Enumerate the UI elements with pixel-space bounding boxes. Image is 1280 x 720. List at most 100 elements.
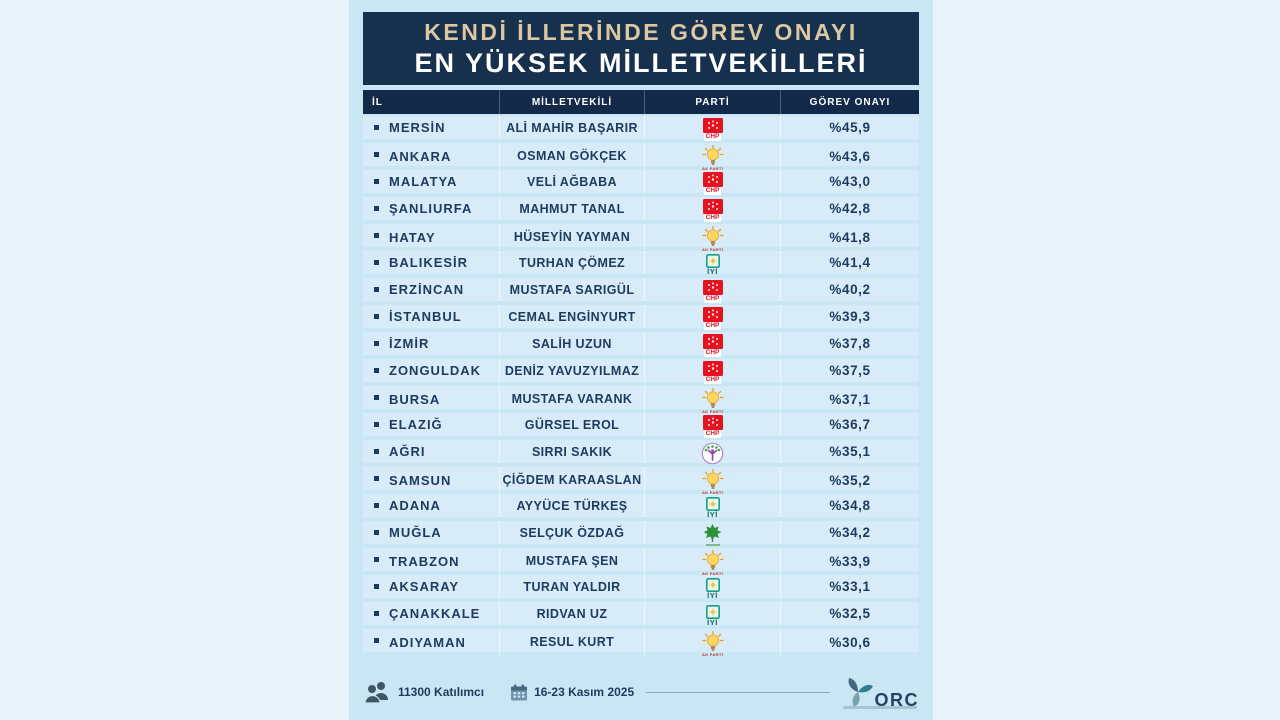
approval-value: %37,8 [829, 336, 871, 351]
bullet-icon [374, 638, 379, 643]
table-row: BALIKESİR TURHAN ÇÖMEZ İYİ %41,4 [363, 251, 919, 275]
party-icon-holder [701, 442, 724, 465]
province-label: MERSİN [389, 120, 446, 135]
table-row: ADIYAMAN RESUL KURT AK PARTİ [363, 629, 919, 657]
province-label: AĞRI [389, 444, 426, 459]
mp-name-label: SALİH UZUN [532, 336, 612, 351]
approval-value: %30,6 [829, 634, 871, 650]
mp-name-label: TURAN YALDIR [523, 579, 621, 594]
table-row: MALATYA VELİ AĞBABA CHP %43,0 [363, 170, 919, 195]
province-label: AKSARAY [389, 579, 460, 594]
party-icon-holder: CHP [702, 334, 723, 357]
bullet-icon [374, 530, 379, 535]
mp-name-label: HÜSEYİN YAYMAN [513, 230, 631, 244]
table-row: ŞANLIURFA MAHMUT TANAL CHP %42, [363, 197, 919, 222]
column-header-il: İL [363, 90, 500, 114]
approval-value: %43,6 [829, 148, 871, 164]
chp-logo-icon [702, 307, 723, 323]
party-icon-holder: AK PARTİ [701, 550, 724, 576]
party-icon-holder: CHP [702, 361, 723, 384]
chp-logo-icon [702, 199, 723, 215]
bullet-icon [374, 260, 379, 265]
table-row: ELAZIĞ GÜRSEL EROL CHP %36,7 [363, 413, 919, 438]
mp-name-label: AYYÜCE TÜRKEŞ [516, 498, 628, 513]
province-label: ERZİNCAN [389, 282, 465, 297]
party-icon-holder: İYİ [705, 496, 720, 519]
chp-logo-icon [702, 415, 723, 431]
mp-name-label: MUSTAFA ŞEN [525, 554, 619, 568]
party-icon-holder [703, 523, 722, 546]
bullet-icon [374, 557, 379, 562]
chp-logo-icon [702, 334, 723, 350]
akp-logo-icon [701, 145, 724, 165]
table-row: AĞRI SIRRI SAKIK [363, 440, 919, 465]
approval-value: %42,8 [829, 201, 871, 216]
table-row: SAMSUN ÇİĞDEM KARAASLAN AK PARTİ [363, 467, 919, 495]
table-row: İZMİR SALİH UZUN CHP %37,8 [363, 332, 919, 357]
province-label: MUĞLA [389, 525, 442, 540]
table-row: MERSİN ALİ MAHİR BAŞARIR CHP %4 [363, 116, 919, 141]
orc-logo: ORC [842, 675, 920, 709]
bullet-icon [374, 422, 379, 427]
mp-name-label: MAHMUT TANAL [519, 201, 625, 216]
chp-logo-icon [702, 280, 723, 296]
column-header-onay: GÖREV ONAYI [809, 96, 891, 108]
mp-name-label: SELÇUK ÖZDAĞ [519, 525, 625, 540]
bullet-icon [374, 152, 379, 157]
bullet-icon [374, 125, 379, 130]
chp-logo-icon [702, 172, 723, 188]
party-icon-holder: AK PARTİ [701, 226, 724, 252]
province-label: ADANA [389, 498, 441, 513]
table-row: ZONGULDAK DENİZ YAVUZYILMAZ CHP [363, 359, 919, 384]
akp-logo-icon [701, 631, 724, 651]
table-row: HATAY HÜSEYİN YAYMAN AK PARTİ [363, 224, 919, 252]
bullet-icon [374, 287, 379, 292]
dates-label: 16-23 Kasım 2025 [534, 685, 635, 699]
table-header: İL MİLLETVEKİLİ PARTİ GÖREV ONAYI [363, 90, 919, 114]
province-label: ELAZIĞ [389, 417, 443, 432]
table-row: İSTANBUL CEMAL ENGİNYURT CHP %3 [363, 305, 919, 330]
province-label: ÇANAKKALE [389, 606, 481, 621]
province-label: SAMSUN [389, 472, 452, 488]
approval-value: %34,8 [829, 498, 871, 513]
column-header-party: PARTİ [645, 90, 781, 114]
bullet-icon [374, 341, 379, 346]
bullet-icon [374, 449, 379, 454]
participants-icon [365, 682, 388, 703]
mp-name-label: SIRRI SAKIK [531, 444, 613, 459]
approval-value: %41,8 [829, 229, 871, 245]
bullet-icon [374, 476, 379, 481]
approval-value: %41,4 [829, 255, 871, 270]
approval-value: %43,0 [829, 174, 871, 189]
province-label: İZMİR [389, 336, 430, 351]
table-row: ÇANAKKALE RIDVAN UZ İYİ %32,5 [363, 602, 919, 626]
chp-logo-icon [702, 118, 723, 134]
province-label: İSTANBUL [389, 309, 462, 324]
footer-divider [646, 691, 830, 693]
table-row: ANKARA OSMAN GÖKÇEK AK PARTİ [363, 143, 919, 171]
mp-name-label: RESUL KURT [529, 635, 615, 649]
table-row: TRABZON MUSTAFA ŞEN AK PARTİ [363, 548, 919, 576]
bullet-icon [374, 206, 379, 211]
approval-value: %34,2 [829, 525, 871, 540]
bullet-icon [374, 503, 379, 508]
iyi-logo-icon [705, 496, 720, 511]
party-icon-holder: AK PARTİ [701, 631, 724, 657]
akp-logo-icon [701, 550, 724, 570]
column-header-mp: MİLLETVEKİLİ [500, 90, 645, 114]
orc-brand-label: ORC [874, 690, 919, 710]
mp-name-label: TURHAN ÇÖMEZ [518, 255, 626, 270]
province-label: BALIKESİR [389, 255, 469, 270]
approval-value: %35,2 [829, 472, 871, 488]
bullet-icon [374, 395, 379, 400]
bullet-icon [374, 179, 379, 184]
party-icon-holder: AK PARTİ [701, 469, 724, 495]
province-label: MALATYA [389, 174, 458, 189]
province-label: ADIYAMAN [389, 634, 466, 650]
dem-logo-icon [701, 442, 724, 465]
approval-value: %37,5 [829, 363, 871, 378]
bullet-icon [374, 314, 379, 319]
province-label: ANKARA [389, 148, 452, 164]
mp-name-label: ÇİĞDEM KARAASLAN [502, 473, 642, 487]
akp-logo-icon [701, 226, 724, 246]
